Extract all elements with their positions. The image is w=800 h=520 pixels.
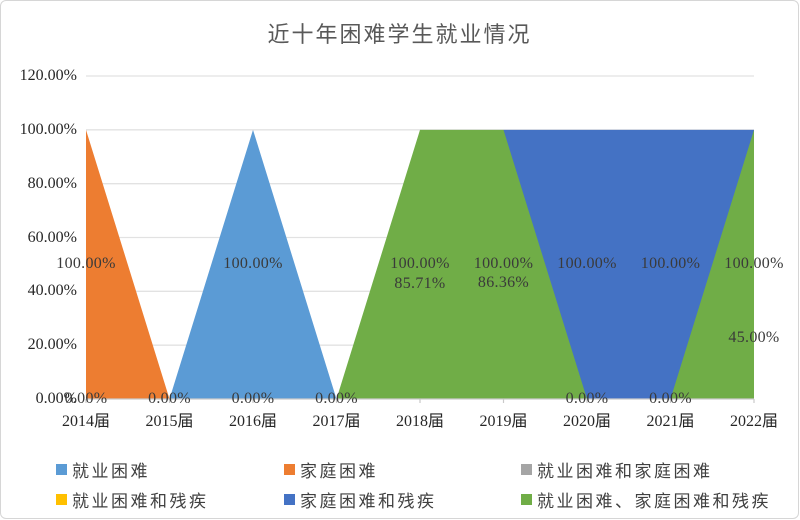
data-label: 0.00% [148,390,191,407]
chart-title: 近十年困难学生就业情况 [267,22,532,47]
x-tick-label: 2019届 [479,413,528,430]
legend-label: 家庭困难和残疾 [300,492,437,511]
legend-label: 就业困难和家庭困难 [537,462,713,481]
data-label: 100.00% [640,255,701,273]
x-tick-label: 2016届 [228,413,277,430]
y-tick-label: 80.00% [27,174,77,192]
legend-marker-icon [521,494,532,505]
series-area-家庭困难和残疾[interactable] [86,129,754,400]
x-tick-label: 2015届 [145,413,194,430]
legend-label: 就业困难和残疾 [72,492,209,511]
legend-item-家庭困难和残疾[interactable]: 家庭困难和残疾 [284,487,437,512]
series-area-就业困难[interactable] [86,129,754,400]
data-label: 0.00% [64,390,108,407]
x-tick-label: 2014届 [61,413,110,430]
legend-item-家庭困难[interactable]: 家庭困难 [284,457,378,482]
legend-label: 家庭困难 [300,462,378,481]
y-tick-label: 100.00% [19,120,77,138]
x-tick-label: 2018届 [395,413,444,430]
data-label: 85.71% [394,274,446,292]
x-tick-label: 2022届 [729,413,778,430]
legend-item-就业困难和残疾[interactable]: 就业困难和残疾 [56,487,209,512]
legend-item-就业困难、家庭困难和残疾[interactable]: 就业困难、家庭困难和残疾 [521,487,771,512]
y-tick-label: 20.00% [27,336,77,354]
data-label: 100.00% [390,255,450,273]
y-tick-label: 60.00% [27,228,77,246]
legend-item-就业困难[interactable]: 就业困难 [56,457,150,482]
legend-label: 就业困难、家庭困难和残疾 [537,492,771,511]
series-area-就业困难、家庭困难和残疾[interactable] [86,129,754,400]
data-label: 0.00% [315,390,358,407]
legend-marker-icon [56,494,67,505]
data-label: 0.00% [231,390,275,407]
data-label: 0.00% [649,390,692,407]
data-label: 86.36% [477,273,530,291]
data-label: 100.00% [223,255,283,273]
y-tick-label: 0.00% [35,390,77,407]
x-tick-label: 2021届 [646,413,695,430]
legend-marker-icon [521,464,532,475]
legend-marker-icon [284,464,295,475]
data-label: 100.00% [557,255,617,273]
y-tick-label: 40.00% [27,282,77,300]
data-label: 100.00% [56,255,116,273]
data-label: 100.00% [724,255,784,273]
data-label: 100.00% [473,255,534,273]
legend-marker-icon [56,464,67,475]
legend-marker-icon [284,494,295,505]
x-tick-label: 2017届 [312,413,361,430]
legend-item-就业困难和家庭困难[interactable]: 就业困难和家庭困难 [521,457,713,482]
y-tick-label: 120.00% [19,67,77,84]
x-tick-label: 2020届 [562,413,611,430]
series-area-家庭困难[interactable] [86,129,754,400]
data-label: 0.00% [565,390,609,407]
data-label: 45.00% [728,329,780,347]
legend-label: 就业困难 [72,462,150,481]
